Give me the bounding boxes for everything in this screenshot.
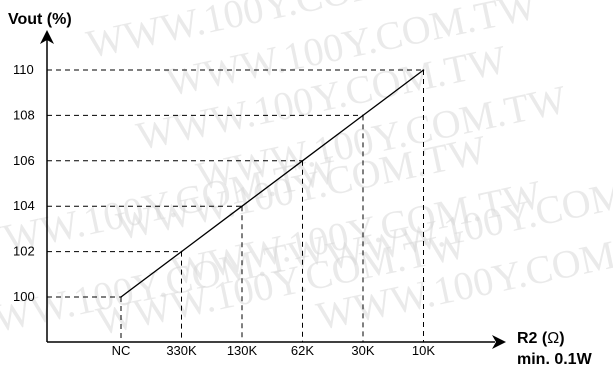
data-point: [241, 205, 243, 207]
y-tick-labels: 100 102 104 106 108 110: [13, 62, 35, 304]
x-tick-label: 62K: [291, 343, 314, 358]
data-point: [422, 69, 425, 71]
x-tick-label: 10K: [412, 343, 435, 358]
x-tick-label: 130K: [227, 343, 258, 358]
data-point: [301, 160, 304, 162]
y-tick-label: 108: [13, 107, 35, 122]
y-tick-label: 100: [13, 289, 35, 304]
data-point: [180, 250, 183, 253]
ohm-symbol: Ω: [547, 330, 559, 347]
x-axis-title-name: R2 (: [517, 330, 548, 347]
x-tick-labels: NC 330K 130K 62K 30K 10K: [112, 343, 436, 358]
series: [120, 69, 425, 298]
watermark: WWW.100Y.COM.TWWWW.100Y.COM.TWWWW.100Y.C…: [0, 0, 613, 349]
data-point: [120, 296, 122, 298]
x-axis-title: R2 (Ω): [517, 330, 565, 347]
axes: [40, 30, 506, 349]
y-tick-label: 102: [13, 244, 35, 259]
x-axis-title-close: ): [559, 330, 564, 347]
data-point: [362, 114, 364, 117]
guide-lines: [47, 69, 424, 342]
x-axis-arrow-icon: [492, 335, 506, 349]
x-tick-label: 30K: [351, 343, 374, 358]
x-axis-subtitle: min. 0.1W: [517, 351, 593, 368]
x-tick-label: 330K: [166, 343, 197, 358]
y-tick-label: 106: [13, 153, 35, 168]
x-tick-label: NC: [112, 343, 131, 358]
y-axis-arrow-icon: [40, 30, 54, 44]
y-tick-label: 110: [13, 62, 34, 77]
y-tick-label: 104: [13, 198, 35, 213]
series-line: [120, 69, 424, 298]
y-axis-title: Vout (%): [8, 11, 72, 28]
